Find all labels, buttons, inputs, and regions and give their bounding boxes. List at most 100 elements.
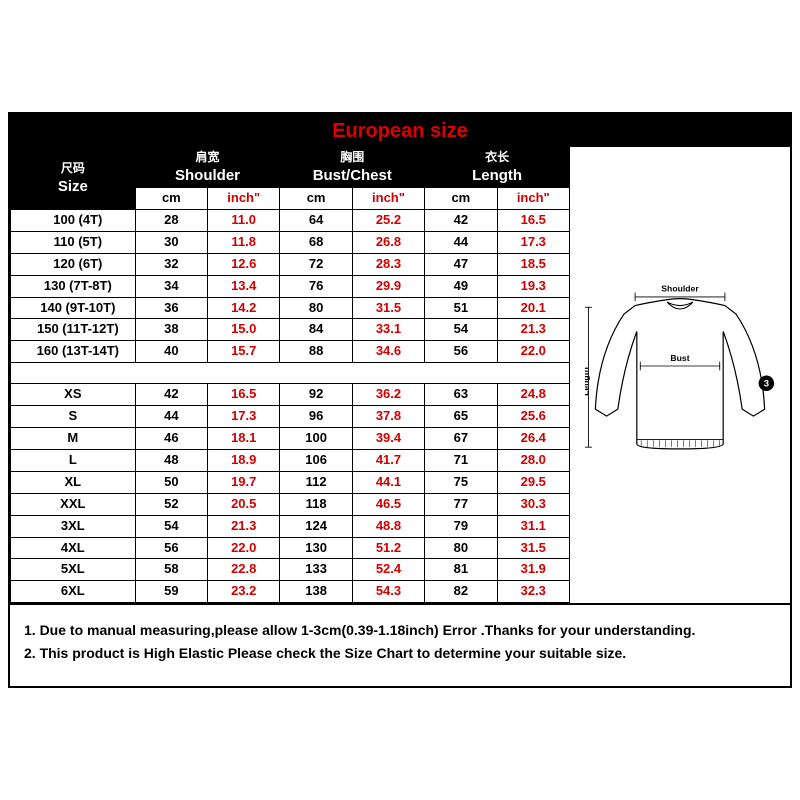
cell: 76 <box>280 275 352 297</box>
table-row: 3XL5421.312448.87931.1 <box>11 515 570 537</box>
table-row: 5XL5822.813352.48131.9 <box>11 559 570 581</box>
cell: 56 <box>425 341 497 363</box>
cell: 124 <box>280 515 352 537</box>
cell: 64 <box>280 210 352 232</box>
cell: 11.0 <box>208 210 280 232</box>
cell: 100 (4T) <box>11 210 136 232</box>
cell: 84 <box>280 319 352 341</box>
cell: 50 <box>135 471 207 493</box>
cell: 106 <box>280 449 352 471</box>
cell: 15.0 <box>208 319 280 341</box>
cell: 32 <box>135 253 207 275</box>
cell: 54 <box>425 319 497 341</box>
cell: 79 <box>425 515 497 537</box>
table-row: 100 (4T)2811.06425.24216.5 <box>11 210 570 232</box>
cell: 68 <box>280 231 352 253</box>
cell: 72 <box>280 253 352 275</box>
cell: 46.5 <box>352 493 424 515</box>
cell: 19.3 <box>497 275 569 297</box>
cell: 29.5 <box>497 471 569 493</box>
size-chart: European size 尺码 Size 肩宽 Shoulder <box>8 112 792 688</box>
table-row: 110 (5T)3011.86826.84417.3 <box>11 231 570 253</box>
table-row: 4XL5622.013051.28031.5 <box>11 537 570 559</box>
cell: 48.8 <box>352 515 424 537</box>
cell: 75 <box>425 471 497 493</box>
cell: 30.3 <box>497 493 569 515</box>
header-shoulder: 肩宽 Shoulder <box>135 148 280 188</box>
cell: 33.1 <box>352 319 424 341</box>
table-row: M4618.110039.46726.4 <box>11 428 570 450</box>
cell: 28.0 <box>497 449 569 471</box>
cell: 4XL <box>11 537 136 559</box>
unit-inch: inch" <box>352 188 424 210</box>
cell: 22.0 <box>208 537 280 559</box>
cell: 71 <box>425 449 497 471</box>
cell: 80 <box>280 297 352 319</box>
badge-text: 3 <box>764 379 769 390</box>
cell: 18.5 <box>497 253 569 275</box>
cell: XXL <box>11 493 136 515</box>
cell: 23.2 <box>208 581 280 603</box>
cell: 44.1 <box>352 471 424 493</box>
table-row: XS4216.59236.26324.8 <box>11 384 570 406</box>
size-table: 尺码 Size 肩宽 Shoulder 胸围 Bust/Chest 衣长 Len… <box>10 147 570 603</box>
table-row: 150 (11T-12T)3815.08433.15421.3 <box>11 319 570 341</box>
header-row: 尺码 Size 肩宽 Shoulder 胸围 Bust/Chest 衣长 Len… <box>11 148 570 188</box>
adult-rows: XS4216.59236.26324.8S4417.39637.86525.6M… <box>11 384 570 603</box>
cell: 80 <box>425 537 497 559</box>
cell: 77 <box>425 493 497 515</box>
cell: 39.4 <box>352 428 424 450</box>
cell: 34 <box>135 275 207 297</box>
cell: 110 (5T) <box>11 231 136 253</box>
cell: 31.5 <box>497 537 569 559</box>
cell: 120 (6T) <box>11 253 136 275</box>
cell: 56 <box>135 537 207 559</box>
cell: 100 <box>280 428 352 450</box>
cell: 51.2 <box>352 537 424 559</box>
cell: 52 <box>135 493 207 515</box>
cell: 81 <box>425 559 497 581</box>
cell: 40 <box>135 341 207 363</box>
header-bust: 胸围 Bust/Chest <box>280 148 425 188</box>
cell: 46 <box>135 428 207 450</box>
cell: 5XL <box>11 559 136 581</box>
cell: 25.6 <box>497 406 569 428</box>
cell: 32.3 <box>497 581 569 603</box>
header-length: 衣长 Length <box>425 148 570 188</box>
cell: 63 <box>425 384 497 406</box>
cell: XS <box>11 384 136 406</box>
cell: 48 <box>135 449 207 471</box>
cell: 21.3 <box>208 515 280 537</box>
cell: 118 <box>280 493 352 515</box>
cell: 36.2 <box>352 384 424 406</box>
cell: 58 <box>135 559 207 581</box>
cell: 31.1 <box>497 515 569 537</box>
cell: 17.3 <box>208 406 280 428</box>
cell: 3XL <box>11 515 136 537</box>
cell: 42 <box>135 384 207 406</box>
cell: 36 <box>135 297 207 319</box>
cell: 82 <box>425 581 497 603</box>
cell: 133 <box>280 559 352 581</box>
cell: 28 <box>135 210 207 232</box>
cell: 16.5 <box>497 210 569 232</box>
cell: XL <box>11 471 136 493</box>
cell: 12.6 <box>208 253 280 275</box>
cell: 24.8 <box>497 384 569 406</box>
table-row: L4818.910641.77128.0 <box>11 449 570 471</box>
cell: 130 (7T-8T) <box>11 275 136 297</box>
unit-inch: inch" <box>208 188 280 210</box>
cell: 49 <box>425 275 497 297</box>
cell: 17.3 <box>497 231 569 253</box>
cell: 14.2 <box>208 297 280 319</box>
cell: 22.8 <box>208 559 280 581</box>
table-row: 6XL5923.213854.38232.3 <box>11 581 570 603</box>
cell: 25.2 <box>352 210 424 232</box>
cell: 18.9 <box>208 449 280 471</box>
cell: 54.3 <box>352 581 424 603</box>
cell: 54 <box>135 515 207 537</box>
cell: 42 <box>425 210 497 232</box>
cell: 22.0 <box>497 341 569 363</box>
cell: 160 (13T-14T) <box>11 341 136 363</box>
table-row: 140 (9T-10T)3614.28031.55120.1 <box>11 297 570 319</box>
